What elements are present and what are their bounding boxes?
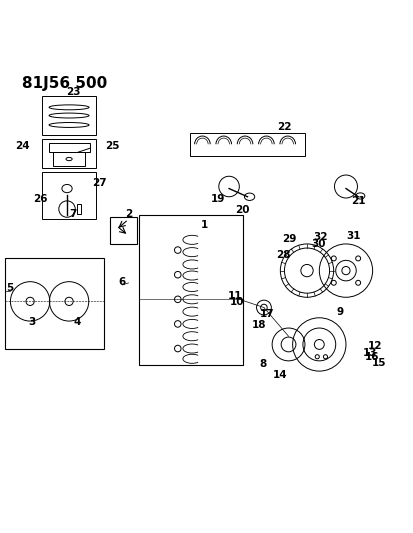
Bar <box>190 133 305 156</box>
Text: 7: 7 <box>69 209 77 220</box>
Text: 16: 16 <box>365 352 379 362</box>
Text: 23: 23 <box>66 87 81 97</box>
Text: 31: 31 <box>346 231 361 241</box>
Bar <box>110 217 137 244</box>
Text: 3: 3 <box>28 317 36 327</box>
Text: 25: 25 <box>105 141 119 151</box>
Text: 6: 6 <box>119 277 126 287</box>
Bar <box>43 96 96 135</box>
Text: 29: 29 <box>282 233 297 244</box>
Bar <box>43 139 96 168</box>
Text: 12: 12 <box>368 342 382 351</box>
Text: 27: 27 <box>93 178 107 188</box>
Text: 30: 30 <box>311 239 326 249</box>
Bar <box>139 215 243 365</box>
Text: 20: 20 <box>235 205 250 215</box>
Text: 8: 8 <box>259 359 267 369</box>
Text: 28: 28 <box>276 250 291 260</box>
Text: 21: 21 <box>351 196 366 206</box>
Text: 14: 14 <box>273 370 287 380</box>
Text: 4: 4 <box>74 317 81 327</box>
Text: 10: 10 <box>230 297 244 307</box>
Text: 15: 15 <box>372 358 386 368</box>
Text: 13: 13 <box>363 349 377 359</box>
Text: 2: 2 <box>125 209 132 219</box>
Bar <box>5 259 104 349</box>
Bar <box>53 151 85 166</box>
Text: 24: 24 <box>15 141 30 151</box>
Text: 9: 9 <box>336 306 343 317</box>
Bar <box>43 172 96 219</box>
Bar <box>77 204 81 214</box>
Text: 11: 11 <box>228 291 242 301</box>
Text: 5: 5 <box>6 283 13 293</box>
Text: 18: 18 <box>252 320 266 330</box>
Text: 22: 22 <box>277 122 292 132</box>
Text: 81J56 500: 81J56 500 <box>22 76 107 91</box>
Bar <box>49 143 90 152</box>
Text: 32: 32 <box>313 232 328 242</box>
Text: 17: 17 <box>260 309 275 319</box>
Text: 19: 19 <box>211 194 225 204</box>
Text: 26: 26 <box>33 194 47 204</box>
Text: 1: 1 <box>201 221 208 230</box>
